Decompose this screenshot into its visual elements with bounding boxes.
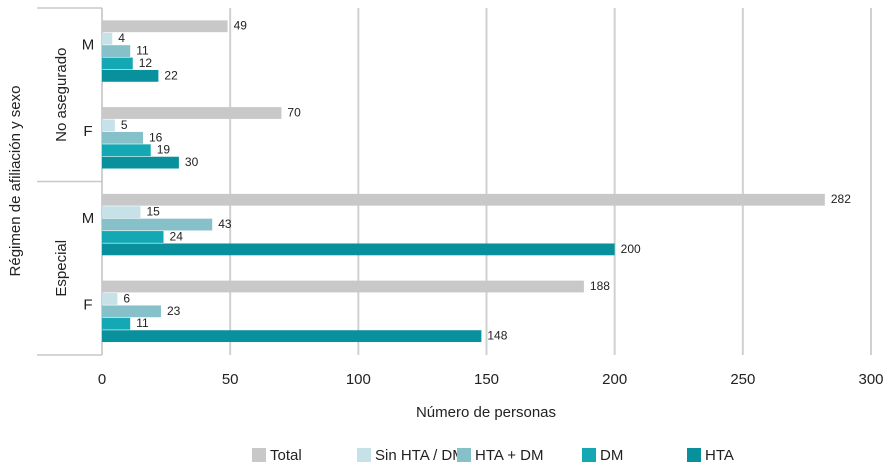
x-tick-label: 100 xyxy=(346,371,371,388)
legend-swatch xyxy=(582,448,596,462)
bar xyxy=(102,156,179,169)
bar xyxy=(102,107,282,119)
category-label: M xyxy=(82,210,95,227)
bar xyxy=(102,131,144,144)
data-label: 22 xyxy=(164,68,178,82)
data-label: 19 xyxy=(157,143,171,157)
bar xyxy=(102,243,615,256)
x-tick-label: 0 xyxy=(98,371,106,388)
legend-swatch xyxy=(252,448,266,462)
y-axis-title: Régimen de afiliación y sexo xyxy=(7,86,24,277)
data-label: 6 xyxy=(123,291,130,305)
legend-label: HTA + DM xyxy=(475,447,543,464)
bar xyxy=(102,305,161,318)
x-tick-label: 200 xyxy=(602,371,627,388)
data-label: 49 xyxy=(234,19,248,33)
data-label: 15 xyxy=(146,205,160,219)
category-label: M xyxy=(82,36,95,53)
legend-label: HTA xyxy=(705,447,734,464)
legend-label: DM xyxy=(600,447,623,464)
legend-swatch xyxy=(457,448,471,462)
bar xyxy=(102,280,584,293)
data-label: 148 xyxy=(487,329,507,343)
bar xyxy=(102,119,115,132)
bar xyxy=(102,317,131,330)
bar xyxy=(102,330,482,343)
data-label: 12 xyxy=(139,56,153,70)
data-label: 23 xyxy=(167,304,181,318)
data-label: 4 xyxy=(118,31,125,45)
x-tick-label: 300 xyxy=(858,371,883,388)
data-label: 16 xyxy=(149,130,163,144)
data-label: 43 xyxy=(218,217,232,231)
bar xyxy=(102,218,213,231)
data-label: 24 xyxy=(170,229,184,243)
x-tick-label: 50 xyxy=(222,371,239,388)
x-tick-label: 150 xyxy=(474,371,499,388)
data-label: 11 xyxy=(136,316,149,330)
bar xyxy=(102,20,228,33)
legend-label: Sin HTA / DM xyxy=(375,447,465,464)
bar xyxy=(102,69,159,82)
data-label: 11 xyxy=(136,44,149,58)
data-label: 5 xyxy=(121,118,128,132)
data-label: 70 xyxy=(287,105,301,119)
bar xyxy=(102,293,118,305)
group-label: Especial xyxy=(53,240,70,297)
data-label: 188 xyxy=(590,279,610,293)
bar xyxy=(102,193,825,206)
bar xyxy=(102,144,151,157)
bar xyxy=(102,231,164,243)
x-tick-label: 250 xyxy=(730,371,755,388)
legend-swatch xyxy=(687,448,701,462)
data-label: 30 xyxy=(185,155,199,169)
data-label: 200 xyxy=(621,242,641,256)
bar xyxy=(102,32,113,45)
category-label: F xyxy=(83,297,92,314)
bar xyxy=(102,45,131,57)
bar xyxy=(102,57,133,70)
legend-swatch xyxy=(357,448,371,462)
group-label: No asegurado xyxy=(53,48,70,142)
x-axis-title: Número de personas xyxy=(416,404,556,421)
category-label: F xyxy=(83,123,92,140)
bar xyxy=(102,206,141,219)
data-label: 282 xyxy=(831,192,851,206)
legend-label: Total xyxy=(270,447,302,464)
